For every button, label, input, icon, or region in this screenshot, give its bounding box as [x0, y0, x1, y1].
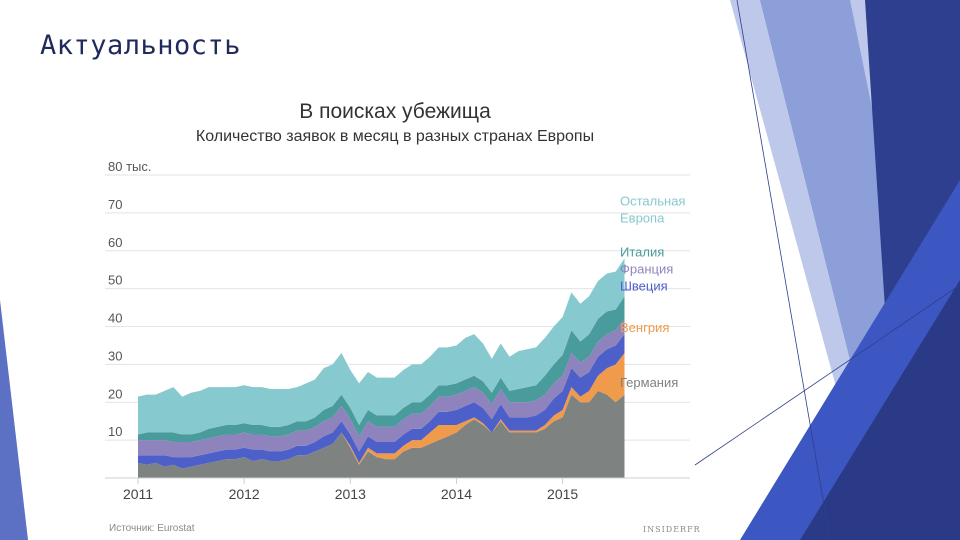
- x-tick-label: 2013: [335, 486, 366, 502]
- chart-title: В поисках убежища: [299, 100, 491, 123]
- legend-label-italy: Италия: [620, 244, 664, 259]
- x-tick-label: 2015: [547, 486, 578, 502]
- legend-label-hungary: Венгрия: [620, 320, 669, 335]
- x-tick-label: 2012: [229, 486, 260, 502]
- y-tick-label: 40: [108, 311, 122, 326]
- series-area-germany: [138, 390, 625, 478]
- area-chart: 10 20 30 40 50 60 70 80 тыс. 2011 2012 2013 2014 201…: [105, 159, 690, 502]
- brand-logo: INSIDERFR: [643, 525, 701, 534]
- y-tick-label: 50: [108, 273, 122, 288]
- x-tick-label: 2014: [441, 486, 472, 502]
- y-tick-label: 80 тыс.: [108, 159, 151, 174]
- deco-triangle-navy: [800, 280, 960, 540]
- chart-subtitle: Количество заявок в месяц в разных стран…: [195, 128, 595, 145]
- deco-line-1: [736, 0, 831, 540]
- deco-line-2: [694, 284, 960, 466]
- legend-label-sweden: Швеция: [620, 279, 668, 294]
- chart-container: 10 20 30 40 50 60 70 80 тыс. 2011 2012 2013 2014 201…: [100, 95, 705, 540]
- y-tick-label: 30: [108, 348, 122, 363]
- slide-title: Актуальность: [40, 30, 242, 61]
- deco-left-triangle: [0, 300, 28, 540]
- series-area-france: [138, 318, 625, 458]
- legend-label-rest: Европа: [620, 210, 665, 225]
- legend-label-rest: Остальная: [620, 193, 685, 208]
- series-area-rest: [138, 258, 625, 435]
- y-tick-label: 70: [108, 197, 122, 212]
- y-tick-label: 20: [108, 386, 122, 401]
- legend-label-germany: Германия: [620, 375, 678, 390]
- x-tick-label: 2011: [123, 486, 153, 502]
- y-tick-label: 10: [108, 424, 122, 439]
- legend-label-france: Франция: [620, 261, 673, 276]
- chart-source: Источник: Eurostat: [109, 523, 195, 534]
- y-tick-label: 60: [108, 235, 122, 250]
